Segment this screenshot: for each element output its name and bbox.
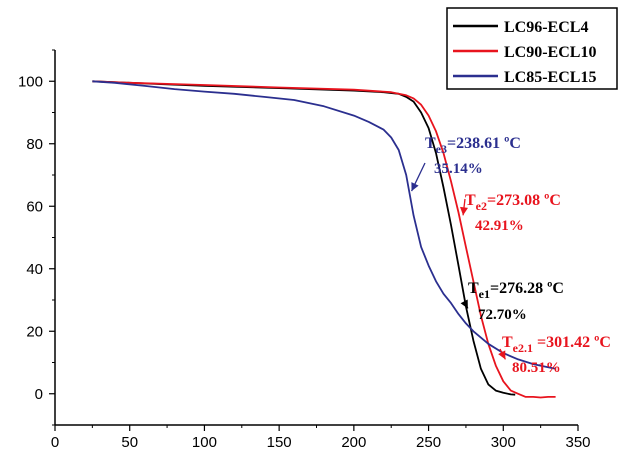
y-tick-label: 0 — [35, 386, 43, 403]
annotation-percent: 35.14% — [434, 161, 483, 177]
y-tick-label: 40 — [26, 261, 43, 278]
x-tick-label: 250 — [416, 434, 441, 451]
x-tick-label: 300 — [491, 434, 516, 451]
annotation-temperature: Te2.1 =301.42 ºC — [502, 334, 611, 355]
annotation-arrowhead — [411, 182, 419, 192]
legend-label-1: LC90-ECL10 — [504, 44, 596, 61]
annotation-arrowhead — [460, 299, 468, 309]
annotation-arrowhead — [460, 206, 468, 216]
annotation-temperature: Te1=276.28 ºC — [468, 280, 564, 301]
y-tick-label: 60 — [26, 198, 43, 215]
series-line-1 — [92, 80, 556, 399]
series-layer — [92, 80, 556, 399]
annotation-arrowhead — [498, 350, 506, 360]
y-tick-label: 100 — [18, 73, 43, 90]
x-tick-label: 0 — [51, 434, 59, 451]
y-tick-label: 80 — [26, 136, 43, 153]
series-line-2 — [92, 80, 556, 370]
annotation-1: Te2=273.08 ºC 42.91% — [460, 192, 561, 234]
legend-label-0: LC96-ECL4 — [504, 19, 588, 36]
axes: 0 50 100 150 200 250 300 350 0 20 40 60 80 100 — [18, 49, 591, 451]
annotation-temperature: Te3=238.61 ºC — [425, 135, 521, 156]
annotation-percent: 80.51% — [512, 360, 561, 376]
legend: LC96-ECL4 LC90-ECL10 LC85-ECL15 — [446, 7, 618, 90]
legend-label-2: LC85-ECL15 — [504, 69, 596, 86]
annotation-temperature: Te2=273.08 ºC — [465, 192, 561, 213]
annotation-0: Te3=238.61 ºC 35.14% — [410, 135, 521, 192]
annotation-percent: 72.70% — [478, 307, 527, 323]
x-tick-label: 200 — [341, 434, 366, 451]
annotation-3: Te2.1 =301.42 ºC 80.51% — [498, 334, 611, 376]
annotation-2: Te1=276.28 ºC 72.70% — [460, 280, 564, 323]
x-tick-label: 100 — [192, 434, 217, 451]
x-tick-label: 150 — [267, 434, 292, 451]
series-line-0 — [92, 80, 516, 396]
x-tick-label: 350 — [565, 434, 590, 451]
x-tick-label: 50 — [121, 434, 138, 451]
y-tick-label: 20 — [26, 323, 43, 340]
annotation-percent: 42.91% — [475, 218, 524, 234]
